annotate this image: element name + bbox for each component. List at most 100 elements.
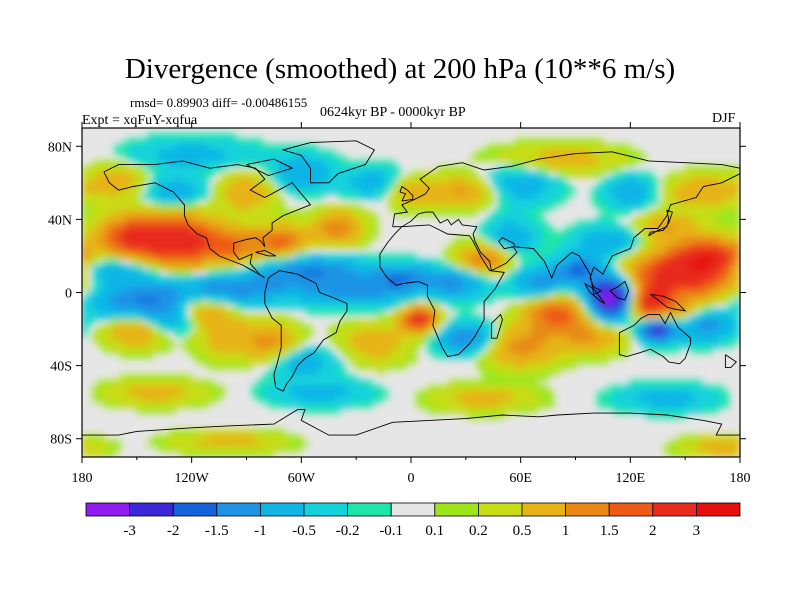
field-cell <box>630 231 637 238</box>
field-cell <box>372 177 379 184</box>
field-cell <box>405 193 412 200</box>
field-cell <box>213 445 220 452</box>
field-cell <box>152 149 160 156</box>
field-cell <box>673 440 680 447</box>
field-cell <box>662 253 670 260</box>
field-cell <box>142 336 149 343</box>
field-cell <box>410 325 417 332</box>
field-cell <box>295 303 302 310</box>
field-cell <box>152 193 160 200</box>
field-cell <box>218 336 225 343</box>
field-cell <box>503 188 510 195</box>
field-cell <box>251 330 258 337</box>
field-cell <box>405 347 412 354</box>
field-cell <box>438 182 445 189</box>
field-cell <box>668 401 675 408</box>
field-cell <box>641 193 648 200</box>
field-cell <box>520 407 527 414</box>
field-cell <box>377 166 384 173</box>
field-cell <box>591 319 598 326</box>
field-cell <box>662 270 670 277</box>
field-cell <box>690 193 697 200</box>
field-cell <box>641 231 648 238</box>
field-cell <box>262 341 269 348</box>
field-cell <box>476 292 483 299</box>
field-cell <box>180 319 187 326</box>
field-cell <box>174 166 181 173</box>
field-cell <box>673 407 680 414</box>
field-cell <box>641 303 648 310</box>
field-cell <box>498 248 505 255</box>
field-cell <box>443 292 450 299</box>
field-cell <box>191 390 198 397</box>
field-cell <box>487 259 494 266</box>
field-cell <box>712 330 719 337</box>
field-cell <box>98 341 105 348</box>
field-cell <box>257 379 264 387</box>
field-cell <box>136 286 143 293</box>
field-cell <box>207 440 214 447</box>
field-cell <box>679 303 686 310</box>
colorbar-swatch <box>303 502 348 517</box>
field-cell <box>690 292 697 299</box>
field-cell <box>207 144 214 151</box>
field-cell <box>344 231 351 238</box>
field-cell <box>246 440 253 447</box>
field-cell <box>536 259 543 266</box>
field-cell <box>339 177 346 184</box>
field-cell <box>690 385 697 392</box>
field-cell <box>509 368 516 376</box>
field-cell <box>509 341 516 348</box>
field-cell <box>630 308 637 315</box>
field-cell <box>224 204 231 211</box>
field-cell <box>273 155 280 162</box>
field-cell <box>196 171 203 178</box>
field-cell <box>136 275 143 282</box>
field-cell <box>246 352 253 359</box>
field-cell <box>257 264 264 271</box>
field-cell <box>213 308 220 315</box>
field-cell <box>706 204 713 211</box>
field-cell <box>180 429 187 436</box>
field-cell <box>651 215 659 222</box>
field-cell <box>191 401 198 408</box>
field-cell <box>202 292 209 299</box>
field-cell <box>142 275 149 282</box>
coastline-new-zealand <box>724 354 738 368</box>
field-cell <box>163 347 171 354</box>
field-cell <box>169 396 176 403</box>
field-cell <box>525 215 532 222</box>
field-cell <box>98 303 105 310</box>
field-cell <box>163 275 171 282</box>
field-cell <box>213 390 220 397</box>
field-cell <box>92 314 99 321</box>
field-cell <box>136 149 143 156</box>
field-cell <box>136 308 143 315</box>
field-cell <box>257 193 264 200</box>
field-cell <box>597 401 604 408</box>
field-cell <box>125 275 132 282</box>
field-cell <box>191 429 198 436</box>
field-cell <box>109 231 116 238</box>
field-cell <box>553 231 560 238</box>
field-cell <box>734 204 740 211</box>
field-cell <box>377 330 384 337</box>
field-cell <box>531 198 538 206</box>
field-cell <box>240 440 247 447</box>
field-cell <box>328 242 335 249</box>
field-cell <box>662 330 670 337</box>
field-cell <box>586 138 593 145</box>
field-cell <box>312 363 319 370</box>
field-cell <box>279 341 286 348</box>
field-cell <box>602 209 609 217</box>
field-cell <box>350 319 357 326</box>
field-cell <box>109 297 116 304</box>
field-cell <box>624 281 631 288</box>
field-cell <box>405 352 412 359</box>
field-cell <box>366 281 373 288</box>
field-cell <box>114 166 121 173</box>
field-cell <box>662 275 670 282</box>
field-cell <box>152 396 160 403</box>
field-cell <box>673 314 680 321</box>
field-cell <box>152 330 160 337</box>
